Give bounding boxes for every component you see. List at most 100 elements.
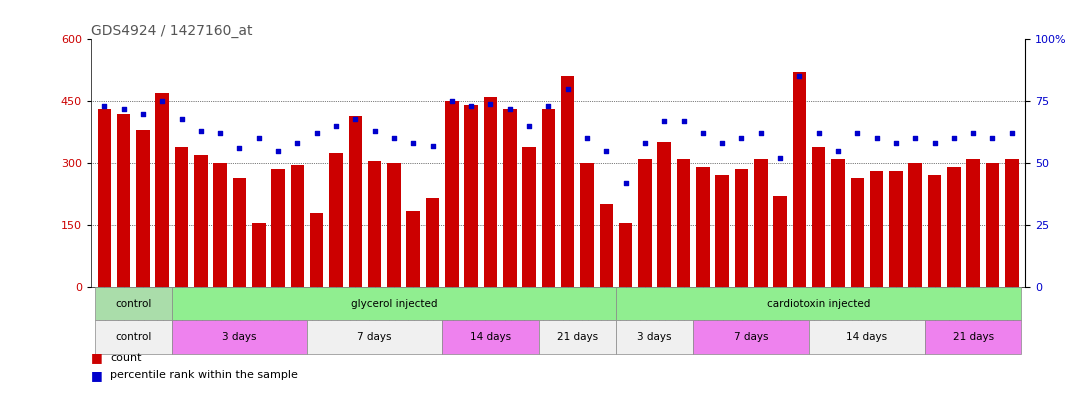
Point	[1003, 130, 1020, 136]
Point	[637, 140, 654, 147]
Point	[752, 130, 769, 136]
Text: 3 days: 3 days	[638, 332, 672, 342]
Bar	[136, 130, 150, 287]
Bar	[792, 72, 806, 287]
Bar	[658, 142, 671, 287]
Bar	[116, 114, 130, 287]
Bar	[693, 320, 810, 354]
Bar	[754, 159, 768, 287]
Bar	[252, 223, 266, 287]
Point	[790, 73, 807, 79]
Bar	[810, 320, 925, 354]
Point	[309, 130, 326, 136]
Bar	[541, 109, 555, 287]
Bar	[561, 76, 575, 287]
Bar	[677, 159, 690, 287]
Point	[888, 140, 905, 147]
Bar	[850, 178, 864, 287]
Bar	[407, 211, 420, 287]
Bar	[388, 163, 400, 287]
Bar	[426, 198, 439, 287]
Point	[405, 140, 422, 147]
Point	[424, 143, 441, 149]
Bar	[599, 204, 613, 287]
Point	[713, 140, 731, 147]
Point	[328, 123, 345, 129]
Text: control: control	[115, 332, 152, 342]
Text: 7 days: 7 days	[734, 332, 768, 342]
Text: ■: ■	[91, 369, 103, 382]
Point	[579, 135, 596, 141]
Point	[849, 130, 866, 136]
Bar	[869, 171, 883, 287]
Point	[520, 123, 537, 129]
Text: cardiotoxin injected: cardiotoxin injected	[767, 299, 870, 309]
Point	[347, 116, 364, 122]
Bar	[172, 287, 616, 320]
Bar	[716, 175, 728, 287]
Bar	[194, 155, 207, 287]
Bar	[95, 320, 172, 354]
Bar	[618, 223, 632, 287]
Text: 14 days: 14 days	[847, 332, 888, 342]
Text: control: control	[115, 299, 152, 309]
Point	[560, 86, 577, 92]
Text: GDS4924 / 1427160_at: GDS4924 / 1427160_at	[91, 24, 252, 38]
Bar	[503, 109, 517, 287]
Text: percentile rank within the sample: percentile rank within the sample	[110, 370, 298, 380]
Bar	[271, 169, 285, 287]
Text: count: count	[110, 353, 141, 363]
Point	[96, 103, 113, 109]
Bar	[812, 147, 826, 287]
Point	[656, 118, 673, 124]
Bar	[329, 153, 343, 287]
Bar	[639, 159, 651, 287]
Bar	[484, 97, 498, 287]
Text: 21 days: 21 days	[556, 332, 598, 342]
Bar	[172, 320, 307, 354]
Point	[211, 130, 229, 136]
Point	[733, 135, 750, 141]
Point	[269, 147, 286, 154]
Bar	[522, 147, 536, 287]
Bar	[925, 320, 1021, 354]
Text: 7 days: 7 days	[358, 332, 392, 342]
Bar	[214, 163, 226, 287]
Point	[830, 147, 847, 154]
Bar	[1005, 159, 1019, 287]
Point	[771, 155, 788, 161]
Point	[115, 105, 132, 112]
Bar	[290, 165, 304, 287]
Bar	[986, 163, 1000, 287]
Bar	[465, 105, 477, 287]
Point	[135, 110, 152, 117]
Text: 3 days: 3 days	[222, 332, 256, 342]
Point	[192, 128, 209, 134]
Bar	[367, 161, 381, 287]
Bar	[538, 320, 616, 354]
Point	[907, 135, 924, 141]
Point	[868, 135, 885, 141]
Point	[539, 103, 556, 109]
Text: ■: ■	[91, 351, 103, 364]
Bar	[616, 287, 1021, 320]
Point	[173, 116, 190, 122]
Point	[926, 140, 943, 147]
Bar	[773, 196, 787, 287]
Point	[964, 130, 981, 136]
Point	[617, 180, 634, 186]
Bar	[967, 159, 980, 287]
Bar	[928, 175, 941, 287]
Point	[462, 103, 480, 109]
Bar	[735, 169, 749, 287]
Bar	[947, 167, 960, 287]
Bar	[442, 320, 538, 354]
Bar	[348, 116, 362, 287]
Bar	[310, 213, 324, 287]
Point	[945, 135, 962, 141]
Point	[250, 135, 267, 141]
Point	[482, 101, 499, 107]
Bar	[307, 320, 442, 354]
Bar	[175, 147, 188, 287]
Bar	[890, 171, 902, 287]
